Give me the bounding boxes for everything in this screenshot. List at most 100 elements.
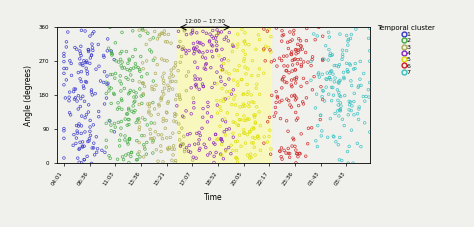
Point (195, 148, 203, 152)
Point (100, 54, 107, 57)
Point (234, 139, 241, 143)
Point (127, 155, 135, 158)
Point (134, 152, 142, 156)
Point (245, 101, 253, 105)
Point (286, 152, 293, 155)
Point (202, 32, 210, 35)
Point (171, 161, 179, 164)
Point (357, 84, 365, 87)
Point (189, 31, 196, 34)
Point (132, 65, 140, 69)
Point (354, 142, 361, 145)
Point (288, 144, 296, 148)
Point (339, 52, 346, 56)
Point (229, 135, 237, 139)
Point (118, 64, 125, 67)
Point (157, 144, 164, 148)
Point (276, 57, 283, 60)
Point (256, 124, 264, 128)
Point (193, 45, 201, 49)
Point (214, 32, 222, 36)
Point (233, 157, 241, 161)
Point (79, 140, 86, 144)
Point (118, 66, 126, 70)
Point (218, 138, 225, 142)
Point (340, 71, 347, 74)
Point (328, 99, 336, 103)
Point (172, 98, 180, 101)
Point (302, 154, 310, 158)
Point (320, 57, 328, 61)
Point (243, 83, 251, 86)
Point (123, 123, 131, 127)
Point (344, 70, 352, 73)
Point (292, 98, 299, 102)
Point (138, 101, 146, 105)
Point (233, 45, 241, 49)
Point (155, 104, 163, 108)
Point (210, 141, 218, 145)
Point (242, 42, 249, 46)
Point (80, 84, 87, 88)
Point (63, 40, 70, 44)
Point (157, 98, 165, 102)
Point (176, 98, 184, 101)
Point (177, 144, 184, 148)
Point (81, 158, 88, 162)
Point (191, 78, 199, 81)
Point (199, 107, 207, 110)
Point (366, 59, 374, 63)
Point (123, 112, 130, 116)
Point (260, 27, 268, 31)
Point (148, 85, 156, 88)
Point (191, 47, 199, 51)
Point (260, 141, 268, 145)
Point (66, 90, 73, 94)
Point (95, 64, 103, 68)
Point (143, 152, 150, 156)
Point (322, 85, 330, 89)
Point (133, 158, 140, 162)
Point (362, 95, 370, 98)
Point (355, 118, 363, 121)
Point (288, 69, 296, 73)
Point (217, 109, 225, 112)
Point (217, 152, 224, 156)
Point (245, 117, 253, 121)
Point (240, 118, 248, 122)
Point (297, 39, 304, 43)
Point (215, 31, 222, 35)
Point (75, 122, 83, 126)
Point (107, 123, 115, 127)
Point (245, 105, 253, 108)
Point (222, 70, 230, 74)
Point (162, 40, 169, 44)
Point (309, 58, 316, 61)
Point (217, 80, 225, 83)
Point (197, 77, 204, 81)
Point (105, 85, 113, 89)
Point (221, 83, 229, 86)
Point (255, 67, 263, 71)
Point (265, 27, 273, 31)
Point (271, 58, 278, 62)
Point (163, 136, 171, 140)
Point (346, 103, 353, 106)
Point (251, 153, 259, 157)
Point (283, 69, 291, 72)
Point (154, 63, 161, 67)
Point (344, 39, 352, 43)
Point (336, 158, 343, 162)
Point (137, 94, 145, 98)
Point (214, 111, 221, 115)
Point (255, 110, 263, 114)
Point (138, 27, 146, 30)
Point (288, 50, 295, 54)
Point (159, 75, 166, 79)
Point (260, 71, 267, 75)
Point (302, 39, 310, 42)
Point (86, 125, 94, 129)
Point (79, 64, 87, 67)
Point (102, 145, 110, 149)
Point (295, 104, 302, 107)
